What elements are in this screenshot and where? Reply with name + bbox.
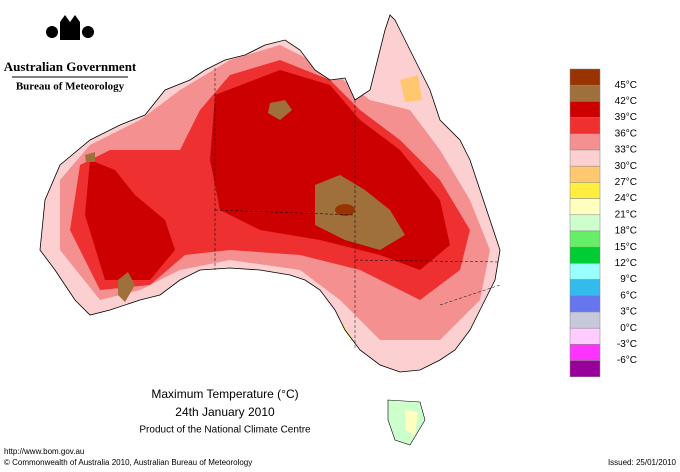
legend-swatch bbox=[569, 198, 601, 216]
legend-swatch bbox=[569, 165, 601, 183]
legend-label: 24°C bbox=[615, 193, 637, 204]
legend-swatch bbox=[569, 263, 601, 280]
product: Product of the National Climate Centre bbox=[139, 425, 311, 436]
legend-label: 9°C bbox=[620, 274, 637, 285]
map-date: 24th January 2010 bbox=[175, 405, 275, 419]
legend-label: 27°C bbox=[615, 177, 637, 188]
legend: 45°C 42°C 39°C 36°C 33°C 30°C 27°C 24°C 21°C 18°C… bbox=[569, 68, 637, 378]
legend-label: 15°C bbox=[615, 242, 637, 253]
logo: Australian Government Bureau of Meteorol… bbox=[4, 15, 137, 93]
legend-label: 30°C bbox=[615, 161, 637, 172]
legend-swatch bbox=[569, 246, 601, 264]
legend-swatch bbox=[569, 344, 601, 361]
legend-swatch bbox=[569, 101, 601, 118]
legend-swatch bbox=[569, 295, 601, 313]
legend-label: 0°C bbox=[620, 323, 637, 334]
legend-swatch bbox=[569, 149, 601, 167]
legend-label: -6°C bbox=[617, 355, 637, 366]
legend-label: 39°C bbox=[615, 112, 637, 123]
legend-swatch bbox=[569, 117, 601, 135]
legend-label: 42°C bbox=[615, 96, 637, 107]
legend-label: 45°C bbox=[615, 80, 637, 91]
bureau: Bureau of Meteorology bbox=[16, 81, 125, 93]
legend-label: 36°C bbox=[615, 128, 637, 139]
legend-swatch bbox=[569, 182, 601, 199]
url: http://www.bom.gov.au bbox=[4, 447, 84, 456]
legend-label: 18°C bbox=[615, 226, 637, 237]
legend-swatch bbox=[569, 311, 601, 329]
issued: Issued: 25/01/2010 bbox=[608, 458, 677, 467]
legend-label: 33°C bbox=[615, 145, 637, 156]
legend-swatch bbox=[569, 230, 601, 248]
legend-swatch bbox=[569, 84, 601, 102]
legend-label: 21°C bbox=[615, 209, 637, 220]
map-title: Maximum Temperature (°C) bbox=[151, 387, 298, 401]
agency: Australian Government bbox=[4, 59, 137, 74]
legend-swatch bbox=[569, 214, 601, 232]
legend-label: 3°C bbox=[620, 307, 637, 318]
legend-label: 6°C bbox=[620, 290, 637, 301]
legend-label: 12°C bbox=[615, 258, 637, 269]
copyright: © Commonwealth of Australia 2010, Austra… bbox=[4, 458, 252, 467]
legend-swatch bbox=[569, 68, 601, 86]
legend-swatch bbox=[569, 133, 601, 151]
legend-swatch bbox=[569, 279, 601, 297]
legend-swatch bbox=[569, 360, 601, 378]
legend-label: -3°C bbox=[617, 339, 637, 350]
legend-swatch bbox=[569, 327, 601, 345]
